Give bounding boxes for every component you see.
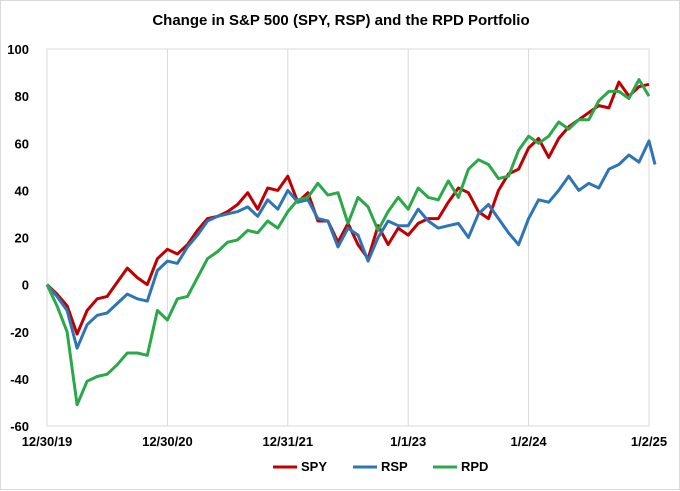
chart-title: Change in S&P 500 (SPY, RSP) and the RPD… xyxy=(152,12,529,29)
x-tick-label: 12/30/20 xyxy=(142,434,193,449)
series-line-rsp xyxy=(45,139,657,350)
y-tick-label: 0 xyxy=(22,278,29,293)
y-tick-label: -40 xyxy=(10,372,29,387)
y-tick-label: -60 xyxy=(10,419,29,434)
series-line-spy xyxy=(45,80,650,336)
y-tick-label: 100 xyxy=(7,42,29,57)
series-line-rpd xyxy=(45,78,651,407)
y-tick-label: 40 xyxy=(15,183,29,198)
x-tick-label: 1/1/23 xyxy=(390,434,426,449)
legend: SPY RSP RPD xyxy=(273,459,488,474)
y-tick-label: 60 xyxy=(15,136,29,151)
legend-label-rsp: RSP xyxy=(381,459,408,474)
legend-label-rpd: RPD xyxy=(461,459,488,474)
grid-layer xyxy=(46,48,650,427)
y-tick-label: 20 xyxy=(15,231,29,246)
y-tick-label: -20 xyxy=(10,325,29,340)
y-tick-labels: -60 -40 -20 0 20 40 60 80 100 xyxy=(7,42,29,434)
legend-label-spy: SPY xyxy=(301,459,327,474)
x-tick-label: 12/31/21 xyxy=(262,434,313,449)
x-tick-label: 1/2/25 xyxy=(631,434,667,449)
x-tick-labels: 12/30/19 12/30/20 12/31/21 1/1/23 1/2/24 1/2/… xyxy=(22,434,667,449)
plot-area-border xyxy=(46,48,650,427)
x-tick-label: 12/30/19 xyxy=(22,434,73,449)
x-tick-label: 1/2/24 xyxy=(511,434,548,449)
y-tick-label: 80 xyxy=(15,89,29,104)
series-layer xyxy=(45,78,657,407)
